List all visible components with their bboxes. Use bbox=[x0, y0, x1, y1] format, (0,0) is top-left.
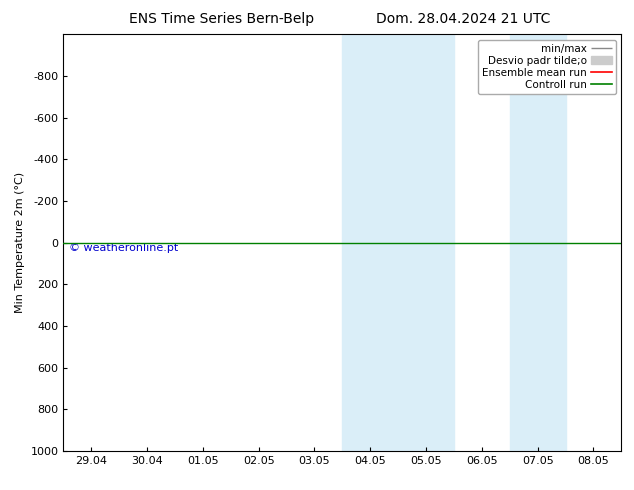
Text: Dom. 28.04.2024 21 UTC: Dom. 28.04.2024 21 UTC bbox=[375, 12, 550, 26]
Y-axis label: Min Temperature 2m (°C): Min Temperature 2m (°C) bbox=[15, 172, 25, 313]
Bar bbox=[398, 34, 454, 451]
Text: ENS Time Series Bern-Belp: ENS Time Series Bern-Belp bbox=[129, 12, 314, 26]
Bar bbox=[342, 34, 398, 451]
Bar bbox=[510, 34, 566, 451]
Text: © weatheronline.pt: © weatheronline.pt bbox=[69, 243, 178, 252]
Legend: min/max, Desvio padr tilde;o, Ensemble mean run, Controll run: min/max, Desvio padr tilde;o, Ensemble m… bbox=[478, 40, 616, 94]
